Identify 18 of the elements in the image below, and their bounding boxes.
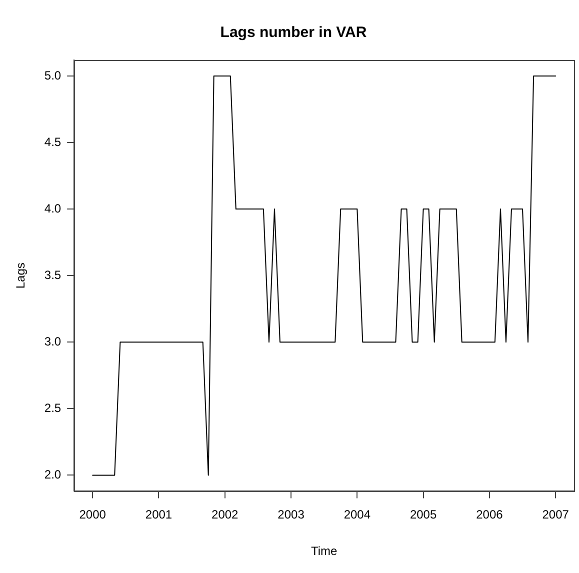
y-tick-label: 4.5 [44,134,62,149]
x-tick-label: 2000 [79,508,106,522]
y-tick-label: 3.5 [44,268,62,282]
x-tick-label: 2002 [212,508,239,522]
y-tick-label: 5.0 [44,68,62,82]
x-tick-label: 2006 [476,508,504,522]
x-tick-label: 2005 [410,508,437,522]
y-tick-label: 2.0 [44,468,62,482]
y-tick-label: 3.0 [44,334,62,348]
y-axis-title: Lags [14,262,28,289]
x-tick-label: 2007 [542,508,570,522]
x-tick-label: 2003 [278,508,305,522]
x-axis-title: Time [310,544,338,558]
y-tick-label: 2.5 [44,401,62,415]
x-tick-label: 2001 [145,508,172,522]
x-tick-label: 2004 [344,508,371,522]
y-tick-label: 4.0 [44,201,62,216]
chart-title: Lags number in VAR [220,24,367,42]
